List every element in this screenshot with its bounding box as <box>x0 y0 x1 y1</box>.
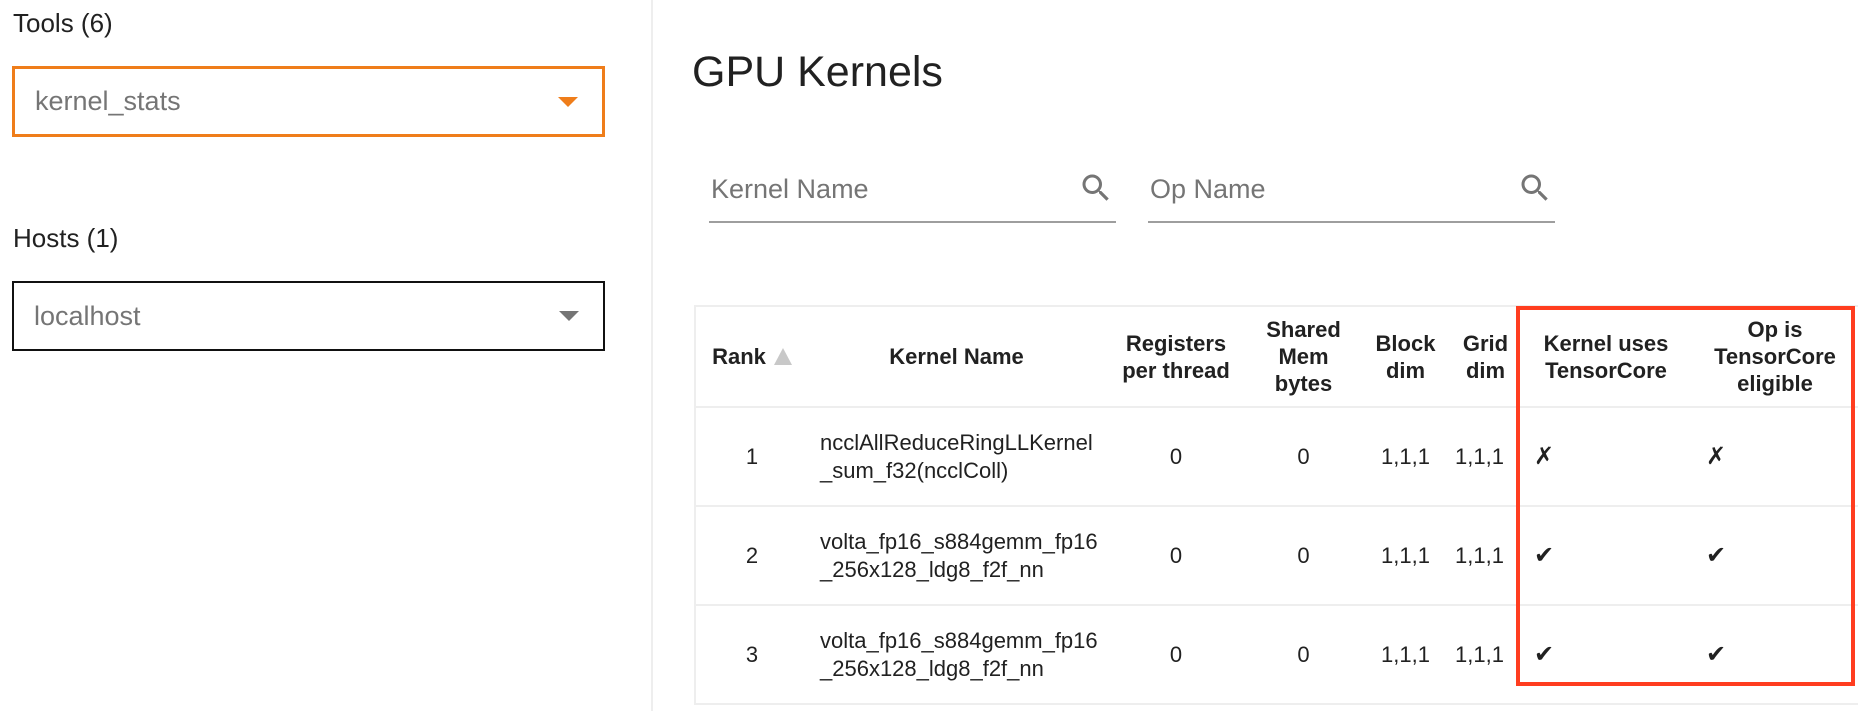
uses-tensorcore-cell: ✔ <box>1520 506 1692 606</box>
grid-dim-cell: 1,1,1 <box>1451 407 1520 507</box>
search-icon[interactable] <box>1517 170 1553 206</box>
tensorcore-eligible-cell: ✗ <box>1692 407 1858 507</box>
shared-mem-cell: 0 <box>1247 605 1360 705</box>
kernel-name-cell: volta_fp16_s884gemm_fp16_256x128_ldg8_f2… <box>808 605 1105 705</box>
shared-mem-cell: 0 <box>1247 407 1360 507</box>
header-kernel-name[interactable]: Kernel Name <box>808 306 1105 408</box>
table-row: 2 volta_fp16_s884gemm_fp16_256x128_ldg8_… <box>695 506 1858 606</box>
hosts-dropdown[interactable]: localhost <box>12 281 605 351</box>
uses-tensorcore-cell: ✔ <box>1520 605 1692 705</box>
header-rank[interactable]: Rank <box>695 306 808 408</box>
search-icon[interactable] <box>1078 170 1114 206</box>
table-row: 1 ncclAllReduceRingLLKernel_sum_f32(nccl… <box>695 407 1858 507</box>
kernel-name-cell: volta_fp16_s884gemm_fp16_256x128_ldg8_f2… <box>808 506 1105 606</box>
kernel-name-search-input[interactable] <box>709 173 1013 206</box>
header-registers[interactable]: Registers per thread <box>1105 306 1247 408</box>
header-op-tensorcore-eligible[interactable]: Op is TensorCore eligible <box>1692 306 1858 408</box>
tensorcore-eligible-cell: ✔ <box>1692 506 1858 606</box>
rank-cell: 3 <box>695 605 808 705</box>
header-kernel-uses-tensorcore[interactable]: Kernel uses TensorCore <box>1520 306 1692 408</box>
kernel-stats-table: Rank Kernel Name Registers per thread Sh… <box>694 305 1858 705</box>
sidebar: Tools (6) kernel_stats Hosts (1) localho… <box>0 0 653 711</box>
tensorcore-eligible-cell: ✔ <box>1692 605 1858 705</box>
table-header-row: Rank Kernel Name Registers per thread Sh… <box>695 306 1858 408</box>
header-shared-mem[interactable]: Shared Mem bytes <box>1247 306 1360 408</box>
table-row: 3 volta_fp16_s884gemm_fp16_256x128_ldg8_… <box>695 605 1858 705</box>
kernel-name-cell: ncclAllReduceRingLLKernel_sum_f32(ncclCo… <box>808 407 1105 507</box>
block-dim-cell: 1,1,1 <box>1360 506 1451 606</box>
op-name-search <box>1148 165 1555 223</box>
registers-cell: 0 <box>1105 605 1247 705</box>
header-grid-dim[interactable]: Grid dim <box>1451 306 1520 408</box>
rank-cell: 1 <box>695 407 808 507</box>
header-block-dim[interactable]: Block dim <box>1360 306 1451 408</box>
sort-ascending-icon[interactable] <box>773 348 792 365</box>
registers-cell: 0 <box>1105 506 1247 606</box>
hosts-dropdown-value: localhost <box>34 300 141 331</box>
grid-dim-cell: 1,1,1 <box>1451 506 1520 606</box>
caret-down-icon <box>558 96 578 107</box>
op-name-search-input[interactable] <box>1148 173 1452 206</box>
block-dim-cell: 1,1,1 <box>1360 605 1451 705</box>
tools-label: Tools (6) <box>13 8 113 38</box>
caret-down-icon <box>559 311 579 321</box>
hosts-label: Hosts (1) <box>13 223 119 253</box>
page-title: GPU Kernels <box>692 48 943 96</box>
tools-dropdown[interactable]: kernel_stats <box>12 66 605 137</box>
shared-mem-cell: 0 <box>1247 506 1360 606</box>
registers-cell: 0 <box>1105 407 1247 507</box>
kernel-name-search <box>709 165 1116 223</box>
rank-cell: 2 <box>695 506 808 606</box>
block-dim-cell: 1,1,1 <box>1360 407 1451 507</box>
tools-dropdown-value: kernel_stats <box>35 86 181 116</box>
grid-dim-cell: 1,1,1 <box>1451 605 1520 705</box>
uses-tensorcore-cell: ✗ <box>1520 407 1692 507</box>
